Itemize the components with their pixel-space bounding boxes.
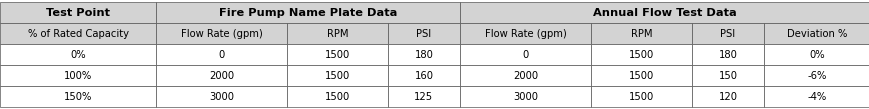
Bar [460, 86, 590, 107]
Bar [763, 86, 869, 107]
Text: 1500: 1500 [628, 91, 653, 101]
Bar [388, 23, 460, 44]
Bar [460, 2, 869, 23]
Bar [287, 65, 388, 86]
Bar [691, 65, 763, 86]
Bar [763, 65, 869, 86]
Text: 1500: 1500 [324, 49, 349, 60]
Bar [460, 23, 590, 44]
Bar [0, 65, 156, 86]
Bar [590, 44, 691, 65]
Text: 2000: 2000 [513, 71, 538, 81]
Bar [763, 23, 869, 44]
Bar [156, 2, 460, 23]
Text: 3000: 3000 [209, 91, 234, 101]
Text: 180: 180 [718, 49, 737, 60]
Bar [388, 86, 460, 107]
Text: PSI: PSI [416, 28, 431, 38]
Text: 1500: 1500 [324, 91, 349, 101]
Bar [691, 23, 763, 44]
Text: 150%: 150% [63, 91, 92, 101]
Bar [0, 44, 156, 65]
Text: -6%: -6% [806, 71, 826, 81]
Text: 0: 0 [522, 49, 528, 60]
Text: Fire Pump Name Plate Data: Fire Pump Name Plate Data [219, 8, 397, 18]
Bar [460, 65, 590, 86]
Bar [691, 44, 763, 65]
Bar [388, 65, 460, 86]
Text: Annual Flow Test Data: Annual Flow Test Data [593, 8, 736, 18]
Text: 1500: 1500 [324, 71, 349, 81]
Text: 0: 0 [218, 49, 224, 60]
Bar [0, 86, 156, 107]
Bar [156, 23, 287, 44]
Text: 180: 180 [414, 49, 433, 60]
Text: Flow Rate (gpm): Flow Rate (gpm) [181, 28, 262, 38]
Bar [156, 86, 287, 107]
Text: RPM: RPM [326, 28, 348, 38]
Text: RPM: RPM [630, 28, 652, 38]
Text: 100%: 100% [63, 71, 92, 81]
Bar [763, 44, 869, 65]
Text: % of Rated Capacity: % of Rated Capacity [28, 28, 129, 38]
Bar [590, 86, 691, 107]
Bar [691, 86, 763, 107]
Text: Deviation %: Deviation % [786, 28, 846, 38]
Bar [460, 44, 590, 65]
Bar [590, 65, 691, 86]
Text: 1500: 1500 [628, 49, 653, 60]
Bar [287, 44, 388, 65]
Text: Flow Rate (gpm): Flow Rate (gpm) [484, 28, 566, 38]
Text: 2000: 2000 [209, 71, 234, 81]
Bar [156, 44, 287, 65]
Text: 0%: 0% [70, 49, 86, 60]
Bar [156, 65, 287, 86]
Text: -4%: -4% [806, 91, 826, 101]
Bar [287, 86, 388, 107]
Bar [287, 23, 388, 44]
Bar [0, 2, 156, 23]
Text: 1500: 1500 [628, 71, 653, 81]
Text: 0%: 0% [808, 49, 824, 60]
Text: 150: 150 [718, 71, 737, 81]
Bar [388, 44, 460, 65]
Text: 3000: 3000 [513, 91, 538, 101]
Text: PSI: PSI [720, 28, 734, 38]
Bar [0, 23, 156, 44]
Text: 120: 120 [718, 91, 737, 101]
Text: 125: 125 [414, 91, 433, 101]
Bar [590, 23, 691, 44]
Text: Test Point: Test Point [46, 8, 109, 18]
Text: 160: 160 [414, 71, 433, 81]
